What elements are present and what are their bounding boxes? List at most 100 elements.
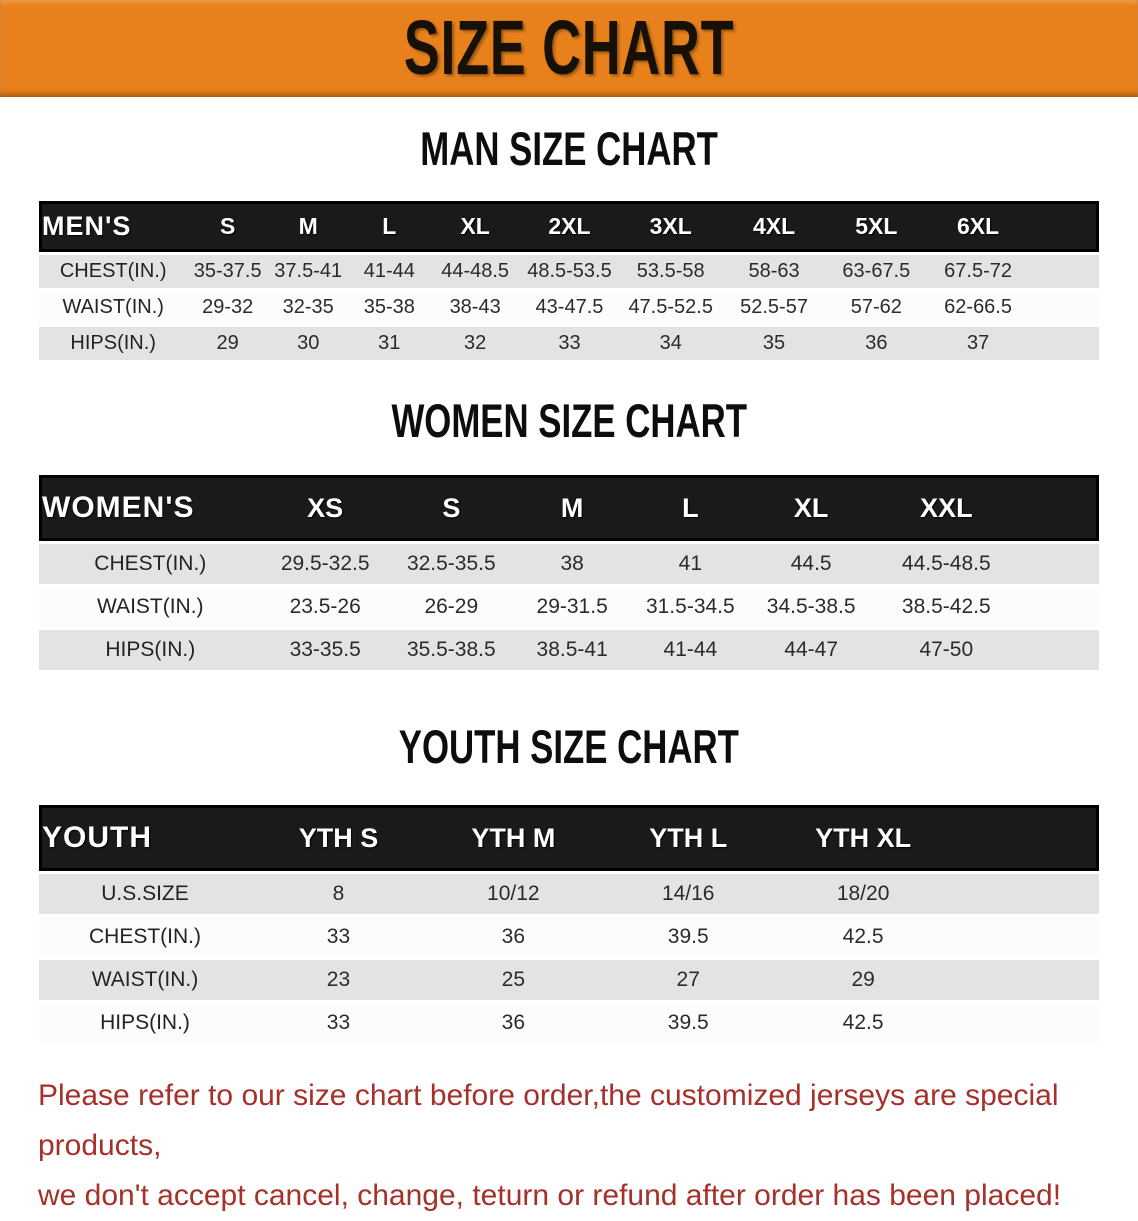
measurement-value: 29	[216, 332, 239, 354]
measurement-value: 58-63	[748, 260, 800, 282]
table-title-cell: WOMEN'S	[39, 475, 262, 541]
measurement-row: HIPS(IN.) 33-35.5 35.5-38.5 38.5-41 41-44 44-…	[39, 630, 1099, 670]
size-header-cell: YTH XL	[775, 805, 951, 871]
man-section-heading: MAN SIZE CHART	[0, 123, 1138, 184]
disclaimer-note: Please refer to our size chart before or…	[38, 1071, 1138, 1221]
measurement-row: CHEST(IN.) 29.5-32.5 32.5-35.5 38 41 44.5 44.5…	[39, 544, 1099, 584]
measurement-value: 29-32	[202, 296, 254, 318]
measurement-value: 36	[501, 1011, 526, 1034]
measurement-label: CHEST(IN.)	[94, 552, 207, 575]
measurement-value: 38.5-41	[536, 638, 608, 661]
youth-size-table: YOUTH YTH S YTH M YTH L YTH XL U.S.SIZE 8 10/1…	[39, 802, 1099, 1046]
measurement-value: 32.5-35.5	[406, 552, 496, 575]
measurement-value: 39.5	[667, 1011, 709, 1034]
measurement-value: 53.5-58	[636, 260, 705, 282]
filler-cell	[1029, 255, 1099, 288]
womens-size-table: WOMEN'S XS S M L XL XXL CHEST(IN.) 29.5-32.5 32.…	[39, 472, 1099, 673]
measurement-value: 43-47.5	[535, 296, 604, 318]
women-section-heading: WOMEN SIZE CHART	[0, 395, 1138, 456]
measurement-value: 38.5-42.5	[901, 595, 991, 618]
measurement-value: 35-38	[363, 296, 415, 318]
filler-cell	[1021, 630, 1100, 670]
table-title-cell: MEN'S	[39, 201, 188, 252]
womens-header-row: WOMEN'S XS S M L XL XXL	[39, 475, 1099, 541]
size-header-cell: YTH L	[600, 805, 776, 871]
size-header-cell: 2XL	[520, 201, 619, 252]
measurement-value: 33	[326, 925, 351, 948]
size-header-cell: XS	[261, 475, 389, 541]
size-header-cell: M	[267, 201, 349, 252]
size-header-cell: 6XL	[927, 201, 1029, 252]
women-size-section: WOMEN SIZE CHART WOMEN'S XS S M L XL XXL CHEST…	[0, 395, 1138, 673]
measurement-value: 36	[501, 925, 526, 948]
measurement-value: 18/20	[836, 882, 890, 905]
measurement-value: 32-35	[282, 296, 334, 318]
measurement-value: 41-44	[663, 638, 718, 661]
filler-cell	[1029, 327, 1099, 360]
size-header-cell: L	[630, 475, 751, 541]
measurement-label: WAIST(IN.)	[91, 968, 199, 991]
measurement-value: 33	[558, 332, 581, 354]
measurement-row: WAIST(IN.) 29-32 32-35 35-38 38-43 43-47.5 47.…	[39, 291, 1099, 324]
measurement-value: 47-50	[919, 638, 974, 661]
measurement-value: 31.5-34.5	[645, 595, 735, 618]
measurement-value: 23	[326, 968, 351, 991]
measurement-value: 44-48.5	[441, 260, 510, 282]
size-header-cell: 4XL	[722, 201, 826, 252]
size-header-cell: YTH S	[251, 805, 426, 871]
measurement-value: 36	[865, 332, 888, 354]
measurement-value: 37.5-41	[274, 260, 343, 282]
measurement-row: HIPS(IN.) 33 36 39.5 42.5	[39, 1003, 1099, 1043]
measurement-row: WAIST(IN.) 23.5-26 26-29 29-31.5 31.5-34.5 34…	[39, 587, 1099, 627]
measurement-value: 29-31.5	[536, 595, 608, 618]
size-header-cell: M	[513, 475, 631, 541]
measurement-row: CHEST(IN.) 35-37.5 37.5-41 41-44 44-48.5 48.5…	[39, 255, 1099, 288]
measurement-value: 47.5-52.5	[628, 296, 713, 318]
man-section-heading-text: MAN SIZE CHART	[420, 122, 718, 175]
page-title: SIZE CHART	[403, 5, 735, 91]
filler-cell	[951, 917, 1099, 957]
size-header-cell: 5XL	[825, 201, 928, 252]
measurement-value: 27	[676, 968, 700, 991]
size-header-cell: YTH M	[425, 805, 601, 871]
measurement-value: 41	[678, 552, 703, 575]
size-header-cell: XL	[750, 475, 873, 541]
measurement-value: 10/12	[487, 882, 540, 905]
youth-header-row: YOUTH YTH S YTH M YTH L YTH XL	[39, 805, 1099, 871]
measurement-value: 42.5	[842, 1011, 884, 1034]
youth-section-heading-text: YOUTH SIZE CHART	[398, 720, 740, 773]
filler-cell	[1021, 544, 1100, 584]
measurement-value: 32	[464, 332, 487, 354]
measurement-value: 44.5-48.5	[901, 552, 991, 575]
measurement-value: 31	[378, 332, 401, 354]
filler-cell	[1029, 291, 1099, 324]
measurement-value: 34	[659, 332, 682, 354]
measurement-value: 67.5-72	[944, 260, 1012, 282]
size-header-cell: S	[388, 475, 514, 541]
measurement-value: 42.5	[842, 925, 884, 948]
measurement-value: 35-37.5	[193, 260, 262, 282]
size-header-cell: 3XL	[618, 201, 723, 252]
measurement-value: 35	[762, 332, 786, 354]
measurement-value: 57-62	[850, 296, 902, 318]
filler-cell	[951, 874, 1099, 914]
measurement-value: 39.5	[667, 925, 709, 948]
measurement-value: 38	[560, 552, 584, 575]
measurement-value: 33	[326, 1011, 351, 1034]
measurement-row: CHEST(IN.) 33 36 39.5 42.5	[39, 917, 1099, 957]
measurement-value: 29	[851, 968, 875, 991]
youth-size-section: YOUTH SIZE CHART YOUTH YTH S YTH M YTH L YTH…	[0, 721, 1138, 1046]
disclaimer-line-1: Please refer to our size chart before or…	[38, 1079, 1059, 1162]
youth-section-heading: YOUTH SIZE CHART	[0, 721, 1138, 782]
filler-cell	[1021, 587, 1100, 627]
measurement-value: 29.5-32.5	[280, 552, 370, 575]
size-header-cell: L	[348, 201, 431, 252]
measurement-value: 26-29	[424, 595, 479, 618]
table-title-cell: YOUTH	[39, 805, 251, 871]
filler-cell	[951, 960, 1099, 1000]
measurement-value: 48.5-53.5	[527, 260, 612, 282]
size-header-cell: XL	[430, 201, 521, 252]
measurement-value: 8	[332, 882, 345, 905]
measurement-value: 41-44	[363, 260, 415, 282]
measurement-value: 52.5-57	[740, 296, 808, 318]
